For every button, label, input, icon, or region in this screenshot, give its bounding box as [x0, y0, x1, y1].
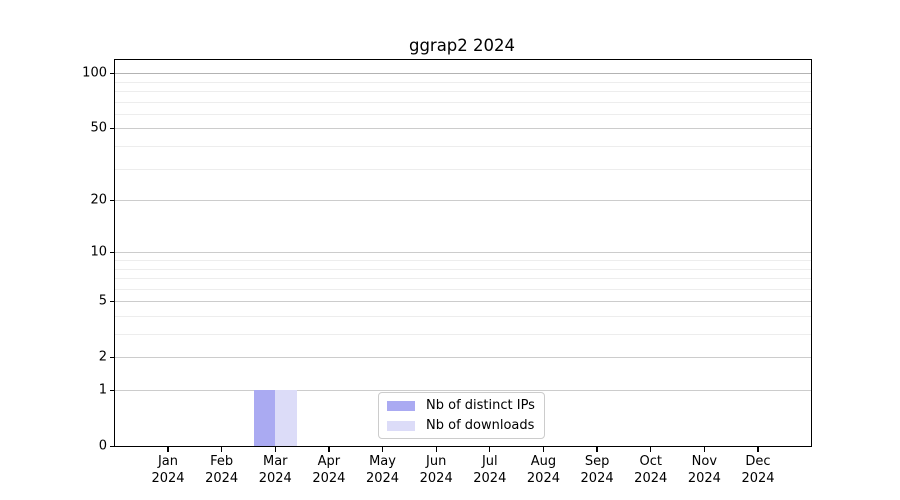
y-gridline-major — [115, 73, 811, 75]
x-tick-month: Oct — [639, 454, 662, 469]
y-gridline-major — [115, 128, 811, 130]
x-tick-year: 2024 — [258, 470, 292, 486]
y-gridline-minor — [115, 316, 811, 317]
y-gridline-minor — [115, 268, 811, 270]
y-axis-tick — [109, 445, 115, 447]
x-tick-month: May — [369, 454, 396, 469]
x-tick-label: Jun 2024 — [391, 454, 481, 487]
x-tick-year: 2024 — [205, 470, 239, 486]
x-tick-label: Mar 2024 — [230, 454, 320, 487]
x-tick-year: 2024 — [365, 470, 400, 486]
x-tick-label: Oct 2024 — [606, 454, 696, 487]
y-gridline-major — [115, 390, 811, 392]
y-gridline-minor — [115, 146, 811, 148]
y-axis-tick — [109, 199, 115, 201]
y-gridline-minor — [115, 91, 811, 93]
x-tick-month: Mar — [263, 454, 288, 469]
y-gridline-minor — [115, 81, 811, 83]
y-tick-label: 1 — [98, 382, 107, 398]
x-tick-label: May 2024 — [338, 454, 428, 487]
legend-item: Nb of downloads — [387, 416, 537, 436]
y-gridline-minor — [115, 260, 811, 262]
y-tick-label: 100 — [82, 65, 107, 81]
y-axis-tick — [109, 389, 115, 391]
x-tick-year: 2024 — [312, 470, 346, 486]
legend-swatch — [387, 400, 415, 411]
legend-label: Nb of distinct IPs — [426, 397, 535, 413]
y-tick-label: 10 — [90, 244, 107, 260]
y-tick-label: 2 — [98, 349, 107, 365]
y-gridline-major — [115, 200, 811, 202]
x-tick-label: Feb 2024 — [177, 454, 267, 487]
x-tick-year: 2024 — [634, 470, 668, 486]
x-tick-month: Feb — [210, 454, 234, 469]
x-axis-tick — [703, 446, 705, 452]
x-tick-label: Sep 2024 — [552, 454, 642, 487]
x-tick-year: 2024 — [473, 470, 507, 486]
x-axis-tick — [274, 446, 276, 452]
x-tick-label: Jul 2024 — [445, 454, 535, 487]
y-axis-tick — [109, 127, 115, 130]
y-axis-tick — [109, 300, 115, 303]
bar-distinct-ips — [253, 390, 276, 446]
x-tick-year: 2024 — [526, 470, 560, 486]
x-axis-tick — [596, 446, 598, 452]
x-axis-tick — [542, 446, 545, 452]
x-tick-month: Jan — [157, 454, 179, 469]
x-axis-tick — [167, 446, 169, 452]
y-gridline-minor — [115, 278, 811, 280]
x-tick-label: Aug 2024 — [498, 454, 588, 487]
y-axis-tick — [109, 72, 115, 75]
legend-label: Nb of downloads — [426, 417, 535, 433]
y-gridline-minor — [115, 168, 811, 170]
y-axis-tick — [109, 251, 115, 254]
x-tick-label: Jan 2024 — [123, 454, 213, 487]
y-tick-label: 20 — [90, 192, 107, 208]
y-tick-label: 5 — [98, 293, 107, 309]
x-tick-year: 2024 — [580, 470, 614, 486]
y-gridline-major — [115, 301, 811, 303]
x-tick-month: Aug — [530, 454, 557, 469]
y-tick-label: 0 — [98, 438, 107, 454]
legend-item: Nb of distinct IPs — [387, 396, 537, 416]
x-axis-tick — [220, 446, 223, 452]
plot-area: Nb of distinct IPs Nb of downloads 0 1 2 5 10… — [82, 59, 812, 486]
y-gridline-minor — [115, 101, 811, 103]
x-tick-month: Nov — [691, 454, 718, 469]
x-axis-tick — [757, 446, 759, 452]
y-axis-tick — [109, 356, 115, 359]
x-tick-label: Apr 2024 — [284, 454, 374, 487]
chart-title: ggrap2 2024 — [408, 36, 516, 55]
y-gridline-minor — [115, 113, 811, 115]
x-axis-tick — [328, 446, 330, 452]
x-tick-year: 2024 — [151, 470, 185, 486]
x-tick-month: Apr — [317, 454, 341, 469]
x-tick-month: Jul — [481, 454, 498, 469]
x-tick-month: Jun — [426, 454, 447, 469]
legend-swatch — [387, 420, 415, 431]
x-axis-tick — [650, 446, 652, 452]
x-tick-month: Dec — [745, 454, 771, 469]
x-tick-month: Sep — [584, 454, 610, 469]
x-axis-tick — [381, 446, 384, 452]
y-gridline-minor — [115, 288, 811, 290]
x-tick-year: 2024 — [687, 470, 721, 486]
x-tick-label: Dec 2024 — [713, 454, 803, 487]
y-gridline-major — [115, 357, 811, 359]
y-tick-label: 50 — [90, 120, 107, 136]
legend: Nb of distinct IPs Nb of downloads — [378, 392, 545, 439]
bar-downloads — [275, 390, 297, 446]
x-tick-year: 2024 — [741, 470, 775, 486]
x-axis-tick — [489, 446, 491, 452]
y-gridline-major — [115, 252, 811, 254]
x-tick-label: Nov 2024 — [659, 454, 749, 487]
x-tick-year: 2024 — [419, 470, 453, 486]
y-gridline-minor — [115, 334, 811, 336]
x-axis-tick — [435, 446, 437, 452]
